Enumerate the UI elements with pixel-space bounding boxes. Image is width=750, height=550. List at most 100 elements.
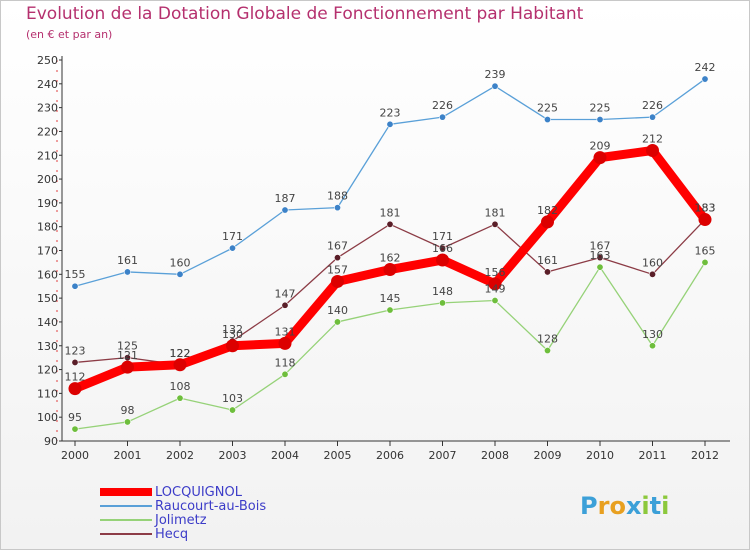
data-point [226, 339, 239, 353]
legend-swatch [100, 519, 152, 521]
data-point [331, 274, 344, 288]
data-point [648, 342, 656, 350]
data-label: 140 [327, 304, 348, 317]
x-tick-label: 2012 [691, 449, 719, 462]
data-point [438, 244, 446, 252]
data-point [386, 120, 394, 128]
data-label: 171 [432, 230, 453, 243]
data-label: 165 [695, 244, 716, 257]
legend: LOCQUIGNOL Raucourt-au-Bois Jolimetz Hecq [100, 485, 400, 542]
data-label: 149 [485, 283, 506, 296]
legend-item-jolimetz: Jolimetz [100, 513, 400, 528]
data-point [491, 220, 499, 228]
data-label: 223 [380, 106, 401, 119]
data-label: 225 [537, 102, 558, 115]
data-point [701, 258, 709, 266]
data-point [333, 318, 341, 326]
x-tick-label: 2006 [376, 449, 404, 462]
data-label: 166 [432, 242, 453, 255]
data-point [121, 360, 134, 374]
x-tick-label: 2010 [586, 449, 614, 462]
data-point [229, 406, 237, 414]
data-point [281, 206, 289, 214]
data-label: 225 [590, 102, 611, 115]
legend-swatch [100, 533, 152, 535]
x-tick-label: 2005 [324, 449, 352, 462]
y-tick-label: 150 [37, 292, 58, 305]
data-label: 171 [222, 230, 243, 243]
logo-letter: i [641, 492, 650, 520]
y-tick-label: 110 [37, 387, 58, 400]
logo-letter: i [661, 492, 670, 520]
y-tick-label: 200 [37, 173, 58, 186]
data-point [543, 268, 551, 276]
y-tick-label: 90 [44, 435, 58, 448]
data-label: 118 [275, 356, 296, 369]
data-point [176, 394, 184, 402]
legend-swatch [100, 488, 152, 496]
data-label: 121 [117, 349, 138, 362]
y-tick-label: 250 [37, 54, 58, 67]
data-label: 226 [432, 99, 453, 112]
data-point [543, 116, 551, 124]
x-tick-label: 2007 [429, 449, 457, 462]
data-point [491, 82, 499, 90]
series-line-jolimetz [74, 261, 706, 430]
data-point [176, 270, 184, 278]
x-tick-label: 2002 [166, 449, 194, 462]
data-label: 160 [170, 256, 191, 269]
data-label: 188 [327, 190, 348, 203]
data-point [386, 220, 394, 228]
data-label: 183 [695, 202, 716, 215]
legend-label: Hecq [155, 527, 189, 542]
y-tick-label: 130 [37, 340, 58, 353]
data-label: 155 [65, 268, 86, 281]
logo-letter: x [625, 492, 642, 520]
data-label: 123 [65, 344, 86, 357]
x-tick-label: 2003 [219, 449, 247, 462]
data-label: 226 [642, 99, 663, 112]
y-tick-label: 160 [37, 268, 58, 281]
data-point [124, 418, 132, 426]
logo-letter: P [580, 492, 598, 520]
data-label-layer: 155 161 160 171 187 188 223 226 239 225 225 226 242 9… [65, 61, 716, 424]
data-point [281, 370, 289, 378]
data-point [124, 268, 132, 276]
y-tick-label: 210 [37, 149, 58, 162]
data-label: 181 [380, 206, 401, 219]
y-tick-label: 190 [37, 197, 58, 210]
data-point [333, 204, 341, 212]
data-label: 112 [65, 371, 86, 384]
data-label: 239 [485, 68, 506, 81]
data-label: 167 [590, 240, 611, 253]
legend-item-locquignol: LOCQUIGNOL [100, 485, 400, 500]
series-raucourt-au-bois [71, 75, 709, 290]
data-label: 148 [432, 285, 453, 298]
data-label: 160 [642, 256, 663, 269]
data-label: 130 [642, 328, 663, 341]
legend-label: LOCQUIGNOL [155, 485, 242, 500]
logo-letter: t [649, 492, 662, 520]
data-point [646, 143, 659, 157]
data-point [648, 270, 656, 278]
data-label: 131 [275, 325, 296, 338]
data-point [333, 254, 341, 262]
y-tick-label: 230 [37, 102, 58, 115]
chart-title: Evolution de la Dotation Globale de Fonc… [26, 4, 584, 24]
series-layer [68, 75, 712, 433]
data-point [278, 336, 292, 350]
data-label: 161 [537, 254, 558, 267]
x-tick-label: 2001 [114, 449, 142, 462]
data-point [596, 254, 604, 262]
x-tick-label: 2004 [271, 449, 299, 462]
data-label: 147 [275, 287, 296, 300]
data-label: 181 [485, 206, 506, 219]
data-point [229, 244, 237, 252]
proxiti-logo: Proxiti [580, 492, 669, 520]
x-tick-label: 2009 [534, 449, 562, 462]
series-jolimetz [71, 258, 709, 433]
data-label: 167 [327, 240, 348, 253]
data-label: 212 [642, 132, 663, 145]
data-label: 95 [68, 411, 82, 424]
data-point [383, 263, 397, 277]
